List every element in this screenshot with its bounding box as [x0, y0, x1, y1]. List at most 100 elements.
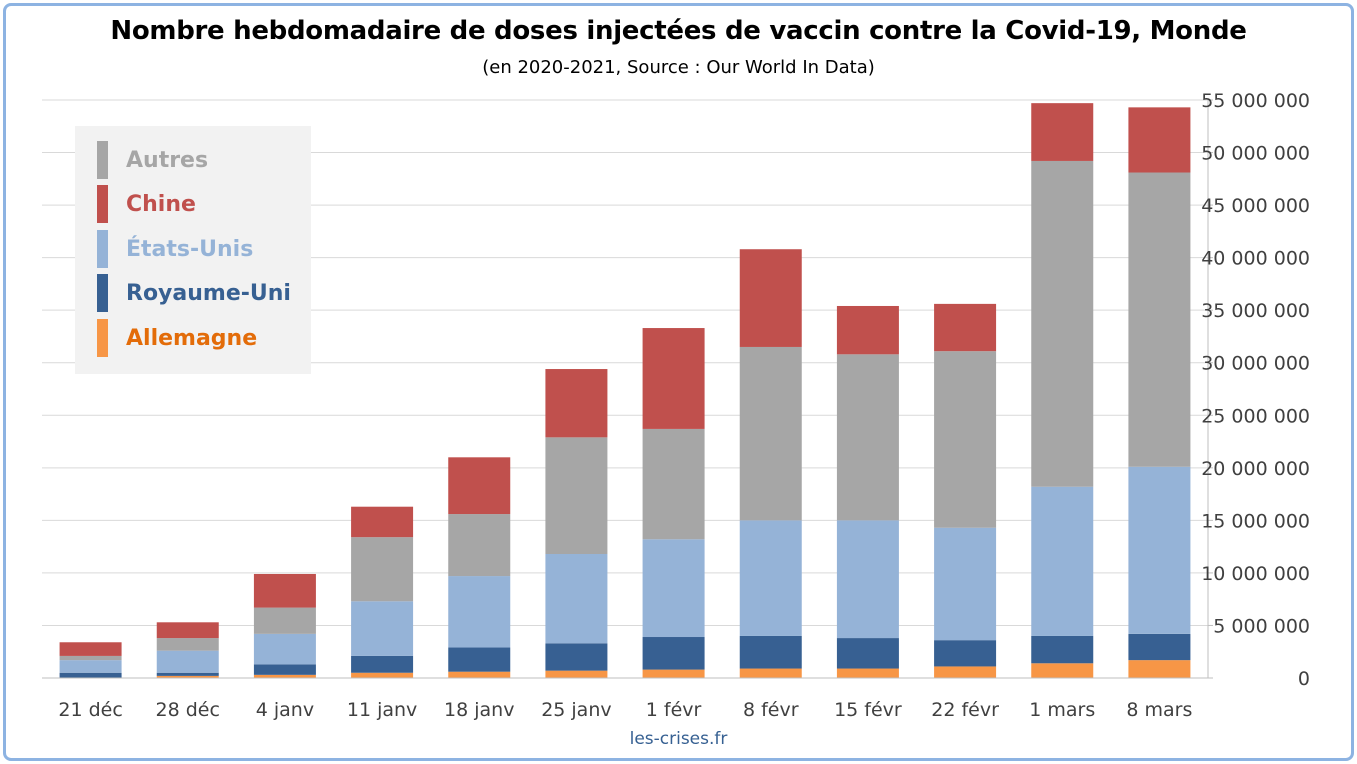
bar-segment — [59, 655, 122, 661]
x-tick-label: 8 févr — [743, 699, 799, 721]
bar-segment — [545, 369, 608, 438]
bar-segment — [545, 553, 608, 644]
bar-segment — [253, 573, 316, 608]
x-tick-label: 1 févr — [646, 699, 702, 721]
bar-segment — [448, 576, 511, 648]
bar-segment — [1031, 103, 1094, 161]
bar-segment — [59, 642, 122, 656]
x-tick-label: 8 mars — [1126, 699, 1192, 721]
bar-segment — [1128, 660, 1191, 678]
legend-item-chine: Chine — [97, 184, 196, 224]
legend-label-royaume-uni: Royaume-Uni — [126, 280, 291, 306]
chart-legend: Autres Chine États-Unis Royaume-Uni Alle… — [75, 126, 311, 374]
bar-segment — [739, 668, 802, 678]
x-tick-label: 1 mars — [1029, 699, 1095, 721]
bar-segment — [739, 249, 802, 347]
y-tick-label: 45 000 000 — [1201, 195, 1310, 217]
bar-segment — [836, 668, 899, 678]
x-tick-label: 4 janv — [256, 699, 314, 721]
bar-segment — [448, 514, 511, 577]
bar-segment — [156, 675, 219, 678]
chart-title: Nombre hebdomadaire de doses injectées d… — [110, 16, 1247, 46]
bar-segment — [253, 633, 316, 665]
source-credit: les-crises.fr — [629, 729, 728, 749]
bar-segment — [448, 671, 511, 678]
bar-segment — [642, 669, 705, 678]
legend-swatch-chine — [97, 185, 108, 223]
bar-segment — [642, 637, 705, 670]
bar-segment — [836, 638, 899, 669]
bar-segment — [156, 622, 219, 639]
bar-segment — [836, 354, 899, 521]
bar-segment — [1128, 107, 1191, 173]
bar-segment — [642, 328, 705, 429]
bar-segment — [739, 635, 802, 669]
bar-segment — [351, 506, 414, 538]
legend-swatch-royaume-uni — [97, 274, 108, 312]
bar-segment — [739, 346, 802, 521]
y-tick-label: 30 000 000 — [1201, 353, 1310, 375]
legend-label-chine: Chine — [126, 191, 196, 217]
bar-segment — [448, 647, 511, 672]
x-tick-label: 11 janv — [347, 699, 417, 721]
bar-segment — [253, 607, 316, 634]
bar-segment — [253, 664, 316, 675]
bar-segment — [934, 303, 997, 352]
bar-segment — [1128, 633, 1191, 661]
legend-item-royaume-uni: Royaume-Uni — [97, 273, 291, 313]
legend-item-allemagne: Allemagne — [97, 318, 257, 358]
bar-segment — [351, 537, 414, 602]
x-tick-label: 18 janv — [444, 699, 514, 721]
x-tick-label: 22 févr — [931, 699, 999, 721]
x-tick-label: 25 janv — [541, 699, 611, 721]
legend-swatch-autres — [97, 141, 108, 179]
chart-subtitle: (en 2020-2021, Source : Our World In Dat… — [482, 57, 875, 78]
legend-item-etats-unis: États-Unis — [97, 229, 253, 269]
y-tick-label: 55 000 000 — [1201, 90, 1310, 112]
bar-segment — [59, 672, 122, 678]
legend-item-autres: Autres — [97, 140, 208, 180]
y-tick-label: 15 000 000 — [1201, 510, 1310, 532]
y-tick-label: 25 000 000 — [1201, 405, 1310, 427]
y-tick-label: 20 000 000 — [1201, 458, 1310, 480]
y-tick-label: 40 000 000 — [1201, 248, 1310, 270]
bar-segment — [934, 666, 997, 678]
bar-segment — [545, 643, 608, 671]
legend-swatch-etats-unis — [97, 230, 108, 268]
bar-segment — [642, 539, 705, 638]
legend-label-autres: Autres — [126, 147, 209, 173]
bar-segment — [1031, 635, 1094, 664]
bar-segment — [1031, 663, 1094, 678]
x-tick-label: 28 déc — [156, 699, 220, 721]
bar-segment — [1031, 160, 1094, 487]
bar-segment — [739, 520, 802, 636]
bar-segment — [59, 660, 122, 673]
bar-segment — [351, 601, 414, 656]
bar-segment — [545, 670, 608, 678]
bar-segment — [253, 674, 316, 678]
y-tick-label: 5 000 000 — [1213, 615, 1310, 637]
x-tick-label: 21 déc — [58, 699, 122, 721]
legend-swatch-allemagne — [97, 319, 108, 357]
bar-segment — [836, 520, 899, 639]
bar-segment — [642, 428, 705, 540]
legend-label-allemagne: Allemagne — [126, 325, 258, 351]
bar-segment — [156, 672, 219, 676]
bar-segment — [156, 638, 219, 651]
y-tick-label: 10 000 000 — [1201, 563, 1310, 585]
bar-segment — [1031, 486, 1094, 636]
y-tick-label: 35 000 000 — [1201, 300, 1310, 322]
bar-segment — [1128, 466, 1191, 634]
bar-segment — [934, 640, 997, 667]
bar-segment — [545, 437, 608, 554]
x-tick-label: 15 févr — [834, 699, 902, 721]
bar-segment — [934, 351, 997, 528]
bar-segment — [836, 305, 899, 355]
bar-segment — [156, 650, 219, 673]
y-tick-label: 0 — [1298, 668, 1310, 690]
bar-segment — [351, 672, 414, 678]
bar-segment — [351, 655, 414, 673]
bar-segment — [448, 457, 511, 515]
bar-segment — [934, 527, 997, 641]
